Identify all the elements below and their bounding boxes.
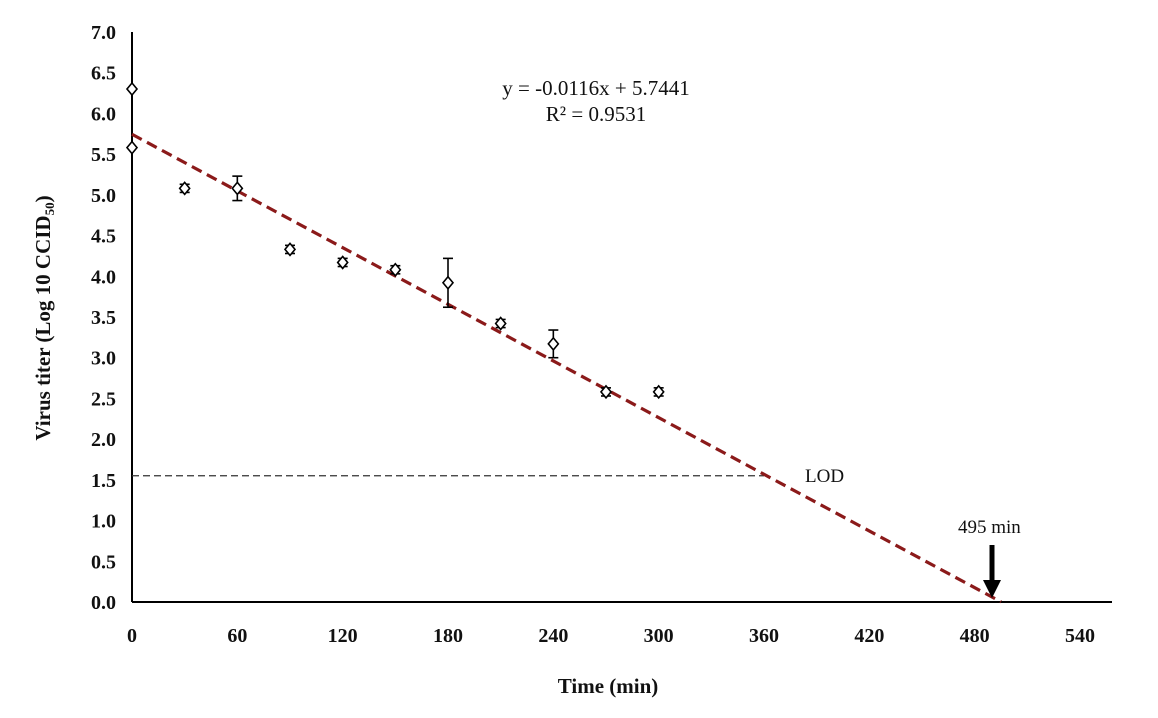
data-point — [441, 257, 455, 309]
r-squared-label: R² = 0.9531 — [546, 102, 646, 126]
y-tick-label: 0.5 — [91, 551, 116, 573]
data-points — [125, 81, 665, 400]
regression-equation: y = -0.0116x + 5.7441 — [502, 76, 689, 100]
data-point — [547, 329, 560, 359]
y-axis-title-subscript: 50 — [42, 202, 57, 215]
x-tick-label: 60 — [227, 625, 247, 647]
y-tick-label: 2.5 — [91, 388, 116, 410]
y-tick-label: 5.5 — [91, 144, 116, 166]
y-tick-label: 1.5 — [91, 470, 116, 492]
y-tick-label: 4.5 — [91, 226, 116, 248]
axes: 0.0 0.5 1.0 1.5 2.0 2.5 3.0 3.5 4.0 4.5 5.0 5.5 6.0 6… — [91, 22, 1112, 647]
trendline — [131, 132, 1002, 604]
diamond-marker — [547, 336, 560, 352]
lod-label: LOD — [805, 466, 844, 487]
diamond-marker — [599, 384, 613, 400]
data-point — [178, 181, 191, 196]
y-tick-label: 3.5 — [91, 307, 116, 329]
diamond-marker — [441, 275, 455, 291]
data-point — [389, 262, 402, 278]
endpoint-label: 495 min — [958, 517, 1021, 538]
diamond-marker — [494, 316, 507, 331]
diamond-marker — [336, 255, 349, 270]
y-tick-label: 4.0 — [91, 266, 116, 288]
trendline-layer — [131, 132, 1002, 604]
diamond-marker — [125, 81, 139, 97]
data-point — [652, 384, 665, 400]
data-point — [494, 316, 507, 331]
y-tick-label: 6.0 — [91, 103, 116, 125]
y-tick-label: 2.0 — [91, 429, 116, 451]
diamond-marker — [231, 181, 244, 196]
x-tick-label: 240 — [538, 625, 568, 647]
data-point — [283, 242, 297, 257]
x-tick-label: 300 — [644, 625, 674, 647]
data-point — [231, 175, 244, 202]
x-tick-label: 0 — [127, 625, 137, 647]
x-tick-label: 180 — [433, 625, 463, 647]
x-tick-label: 540 — [1065, 625, 1095, 647]
x-axis-title: Time (min) — [558, 674, 659, 698]
data-point — [599, 384, 613, 400]
y-tick-label: 7.0 — [91, 22, 116, 44]
y-tick-label: 5.0 — [91, 185, 116, 207]
diamond-marker — [652, 384, 665, 400]
data-point — [125, 140, 139, 155]
down-arrow-icon — [983, 545, 1001, 598]
y-tick-label: 6.5 — [91, 63, 116, 85]
data-point — [336, 255, 349, 270]
x-tick-label: 420 — [854, 625, 884, 647]
diamond-marker — [178, 181, 191, 196]
diamond-marker — [125, 140, 139, 155]
x-tick-label: 120 — [328, 625, 358, 647]
diamond-marker — [389, 262, 402, 278]
x-tick-label: 360 — [749, 625, 779, 647]
data-point — [125, 81, 139, 97]
diamond-marker — [283, 242, 297, 257]
y-axis-title: Virus titer (Log 10 CCID50) — [31, 195, 57, 440]
x-tick-label: 480 — [960, 625, 990, 647]
y-tick-label: 1.0 — [91, 511, 116, 533]
y-tick-label: 0.0 — [91, 592, 116, 614]
y-tick-label: 3.0 — [91, 348, 116, 370]
